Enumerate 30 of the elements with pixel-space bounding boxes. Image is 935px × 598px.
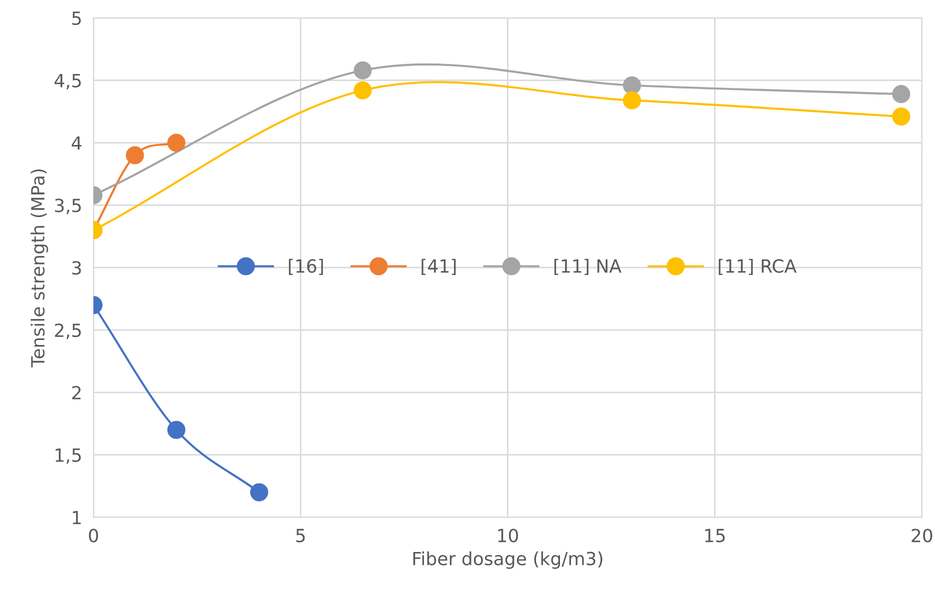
legend-label: [11] RCA [718, 258, 796, 275]
legend-label: [16] [288, 258, 323, 275]
x-tick-label: 20 [912, 528, 932, 542]
y-tick-label: 4,5 [54, 74, 81, 90]
point [354, 81, 372, 100]
x-tick-label: 5 [296, 528, 305, 542]
y-tick-label: 4 [72, 136, 82, 150]
x-axis-title: Fiber dosage (kg/m3) [413, 551, 602, 569]
point [892, 85, 910, 104]
point [892, 108, 910, 126]
y-tick-label: 5 [72, 12, 81, 26]
y-tick-label: 2 [72, 386, 81, 400]
y-tick-label: 2,5 [55, 323, 81, 339]
point [622, 91, 641, 110]
point [167, 420, 186, 439]
y-axis-title: Tensile strength (MPa) [30, 169, 48, 368]
y-tick-label: 1,5 [56, 448, 81, 464]
point [167, 134, 186, 152]
y-tick-label: 1 [72, 510, 81, 524]
point [250, 483, 268, 502]
x-tick-label: 15 [705, 528, 725, 542]
x-tick-label: 0 [88, 528, 98, 542]
x-tick-label: 10 [498, 528, 518, 542]
y-tick-label: 3,5 [55, 198, 81, 214]
point [622, 76, 641, 94]
legend-label: [11] NA [554, 258, 622, 275]
point [354, 61, 372, 80]
legend-label: [41] [422, 258, 456, 275]
point [126, 146, 144, 164]
y-tick-label: 3 [72, 261, 81, 275]
